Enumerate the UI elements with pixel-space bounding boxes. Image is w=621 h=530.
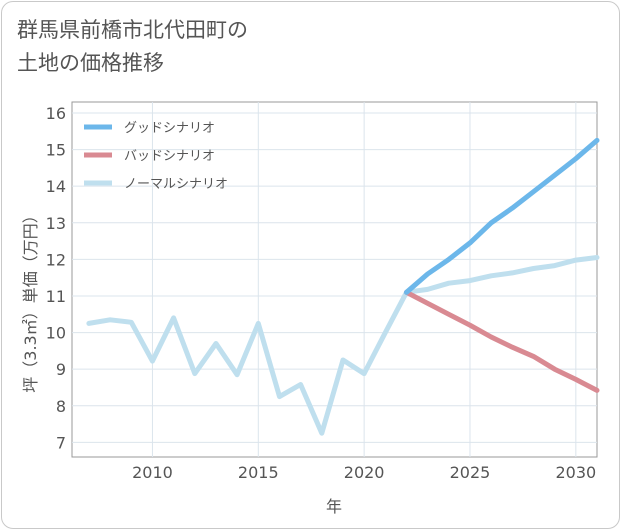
legend-label-1: バッドシナリオ xyxy=(124,149,215,164)
x-tick-label: 2010 xyxy=(132,463,173,482)
y-tick-label: 16 xyxy=(46,104,66,123)
y-tick-label: 8 xyxy=(56,397,66,416)
y-tick-label: 9 xyxy=(56,360,66,379)
x-tick-label: 2020 xyxy=(344,463,385,482)
y-tick-label: 15 xyxy=(46,141,66,160)
legend-label-2: ノーマルシナリオ xyxy=(124,177,228,192)
chart-title: 群馬県前橋市北代田町の 土地の価格推移 xyxy=(17,14,248,80)
tick-labels: 7 8 9 10 11 12 13 14 15 16 2010 2015 2020 2025 2030 xyxy=(46,104,597,482)
y-tick-label: 11 xyxy=(46,287,66,306)
y-tick-label: 14 xyxy=(46,177,66,196)
y-tick-label: 7 xyxy=(56,433,66,452)
x-axis-title: 年 xyxy=(326,497,342,516)
legend-label-0: グッドシナリオ xyxy=(124,121,215,136)
series-line-2 xyxy=(86,255,600,436)
series-line-0 xyxy=(404,137,600,295)
series-line-1 xyxy=(404,289,600,393)
y-tick-label: 13 xyxy=(46,214,66,233)
series-lines xyxy=(86,137,600,436)
y-tick-label: 12 xyxy=(46,250,66,269)
y-tick-label: 10 xyxy=(46,324,66,343)
title-line-2: 土地の価格推移 xyxy=(17,51,164,75)
x-tick-label: 2025 xyxy=(450,463,491,482)
y-axis-title: 坪（3.3㎡）単価（万円） xyxy=(21,207,40,392)
x-tick-label: 2015 xyxy=(238,463,279,482)
title-line-1: 群馬県前橋市北代田町の xyxy=(17,18,248,42)
x-tick-label: 2030 xyxy=(555,463,596,482)
